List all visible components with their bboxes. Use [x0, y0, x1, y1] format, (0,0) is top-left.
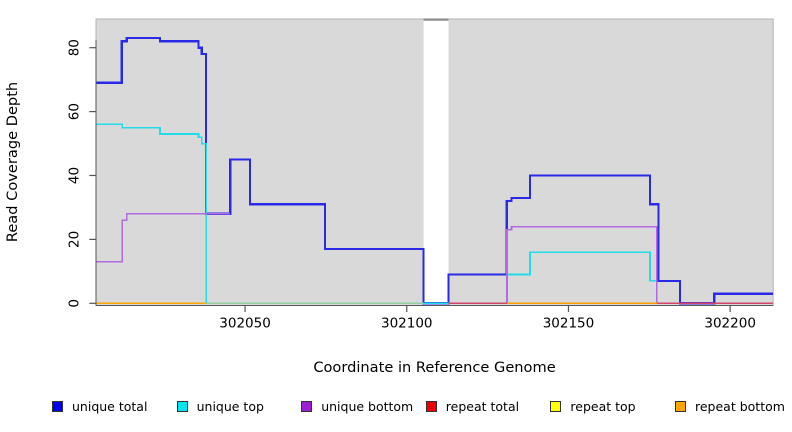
x-axis-title: Coordinate in Reference Genome: [313, 359, 555, 376]
legend-label: unique bottom: [321, 398, 414, 414]
x-tick-label: 302050: [219, 316, 271, 332]
legend-label: unique top: [196, 398, 264, 414]
x-tick-label: 302200: [704, 316, 756, 332]
series-line-unique-top: [96, 123, 774, 305]
legend-swatch: [550, 400, 562, 412]
x-tick-label: 302100: [381, 316, 433, 332]
legend-label: unique total: [72, 398, 148, 414]
series-lines: [96, 37, 774, 305]
axes: 302050 302100 302150 302200 0 20 40 60 80: [66, 39, 774, 332]
series-line-unique-bottom: [506, 225, 658, 304]
y-axis-title: Read Coverage Depth: [4, 82, 21, 242]
plot-panel: [95, 18, 774, 306]
series-line-unique-bottom: [96, 213, 231, 263]
y-tick-label: 20: [66, 231, 82, 248]
legend-swatch: [675, 400, 686, 412]
legend-swatch: [425, 400, 437, 412]
y-tick-label: 40: [66, 167, 82, 184]
legend-swatch: [301, 400, 313, 412]
legend-swatch: [176, 400, 188, 412]
gap-band-top-mark: [423, 18, 449, 21]
legend-item-unique-bottom: unique bottom: [301, 398, 414, 414]
legend-item-repeat-top: repeat top: [550, 398, 636, 414]
legend-swatch: [52, 400, 63, 412]
y-tick-label: 80: [66, 39, 82, 56]
legend-item-unique-top: unique top: [176, 398, 264, 414]
legend-item-repeat-bottom: repeat bottom: [675, 398, 785, 414]
legend: unique total unique top unique bottom repea…: [0, 399, 792, 419]
masked-gap-band: [423, 19, 449, 306]
legend-label: repeat top: [570, 398, 636, 414]
legend-label: repeat total: [445, 398, 520, 414]
legend-item-repeat-total: repeat total: [425, 398, 520, 414]
series-line-unique-total: [96, 37, 774, 305]
legend-item-unique-total: unique total: [52, 398, 148, 414]
legend-label: repeat bottom: [695, 398, 785, 414]
x-tick-label: 302150: [543, 316, 595, 332]
y-tick-label: 60: [66, 103, 82, 120]
y-tick-label: 0: [66, 299, 82, 308]
